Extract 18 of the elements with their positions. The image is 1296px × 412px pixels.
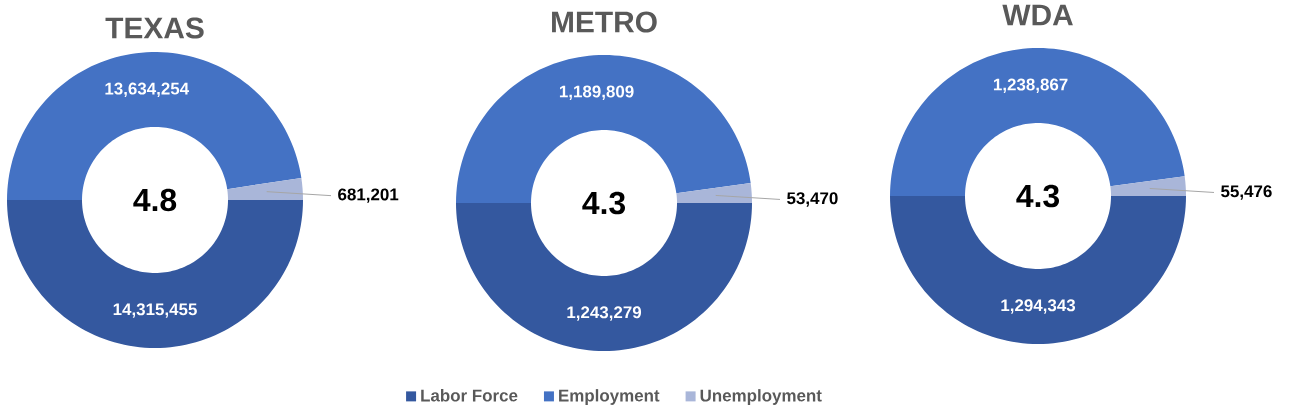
- data-label: 681,201: [338, 188, 399, 203]
- chart-title: WDA: [1002, 4, 1073, 26]
- text: 4.3: [1016, 184, 1060, 208]
- legend-label: Unemployment: [700, 389, 822, 405]
- data-label: 55,476: [1221, 185, 1272, 200]
- legend-label: Labor Force: [421, 389, 518, 402]
- data-label: 1,238,867: [993, 78, 1068, 93]
- chart-title: TEXAS: [105, 17, 204, 39]
- data-label: 1,243,279: [567, 306, 642, 321]
- data-label: 1,294,343: [1001, 299, 1076, 314]
- text: 4.3: [582, 191, 626, 215]
- data-label: 1,189,809: [559, 85, 634, 100]
- text: 4.8: [133, 188, 177, 212]
- chart-title: METRO: [552, 11, 657, 33]
- data-label: 14,315,455: [113, 303, 197, 318]
- data-label: 53,470: [787, 192, 838, 207]
- legend-label: Employment: [559, 389, 660, 405]
- data-label: 13,634,254: [105, 82, 190, 98]
